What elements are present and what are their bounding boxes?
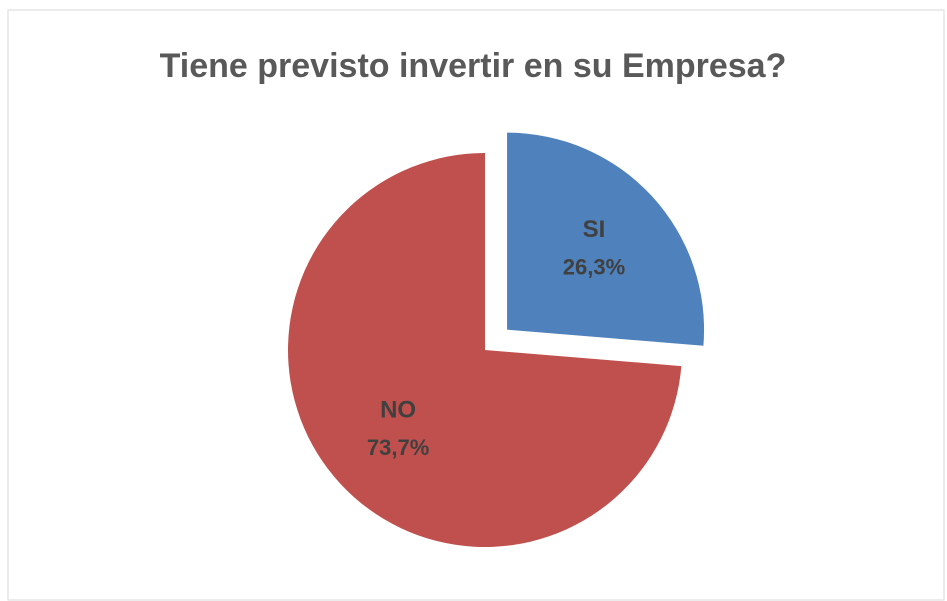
slice-category-label: NO [380,396,416,423]
slice-value-label: 73,7% [367,435,429,460]
slice-value-label: 26,3% [563,254,625,279]
pie-slice [507,132,705,346]
pie-slice [287,153,682,548]
slice-category-label: SI [583,216,606,243]
chart-title: Tiene previsto invertir en su Empresa? [160,47,787,85]
